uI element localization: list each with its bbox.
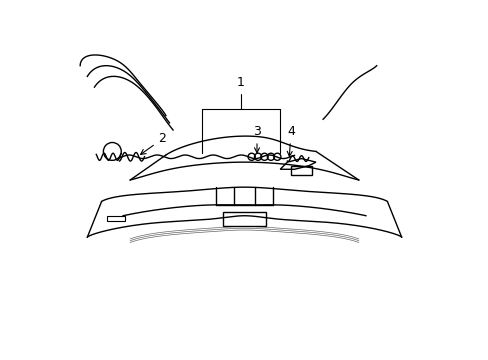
Text: 1: 1 — [237, 76, 244, 89]
Text: 3: 3 — [253, 125, 261, 153]
Text: 2: 2 — [141, 132, 166, 154]
Text: 4: 4 — [286, 125, 294, 156]
